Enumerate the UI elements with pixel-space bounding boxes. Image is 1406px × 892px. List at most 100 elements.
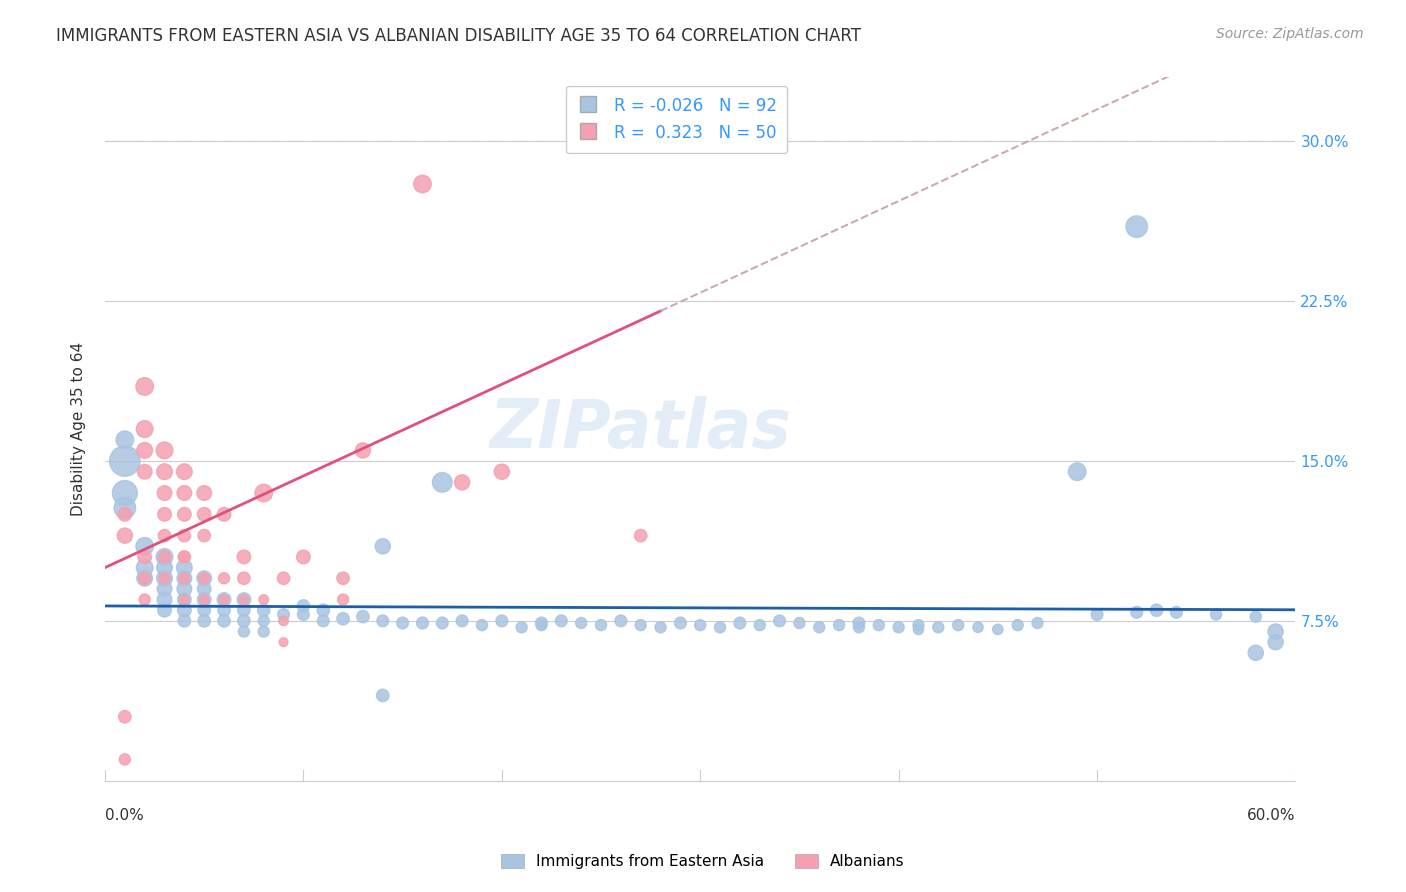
Point (432, 475, 454, 490)
Point (134, 592, 156, 607)
Point (669, 615, 692, 630)
Point (193, 571, 215, 585)
Point (292, 607, 315, 622)
Point (728, 615, 751, 630)
Point (153, 549, 176, 564)
Point (848, 615, 870, 630)
Point (610, 614, 633, 628)
Point (232, 614, 254, 628)
Point (134, 549, 156, 564)
Point (530, 618, 553, 632)
Point (1085, 607, 1108, 622)
Point (253, 624, 276, 639)
Point (967, 620, 990, 634)
Point (491, 465, 513, 479)
Point (134, 571, 156, 585)
Point (193, 571, 215, 585)
Legend: Immigrants from Eastern Asia, Albanians: Immigrants from Eastern Asia, Albanians (495, 848, 911, 875)
Point (134, 443, 156, 458)
Point (451, 614, 474, 628)
Point (1244, 609, 1267, 624)
Point (808, 620, 831, 634)
Point (828, 618, 851, 632)
Point (273, 614, 295, 628)
Point (352, 443, 374, 458)
Point (153, 443, 176, 458)
Point (232, 624, 254, 639)
Point (114, 752, 136, 766)
Point (411, 177, 433, 191)
Y-axis label: Disability Age 35 to 64: Disability Age 35 to 64 (72, 342, 86, 516)
Point (212, 592, 235, 607)
Point (193, 486, 215, 500)
Point (946, 618, 969, 632)
Point (491, 614, 513, 628)
Point (1205, 607, 1227, 622)
Point (1066, 465, 1088, 479)
Point (134, 379, 156, 393)
Point (212, 508, 235, 522)
Point (907, 623, 929, 637)
Point (193, 582, 215, 596)
Point (292, 599, 315, 613)
Point (273, 635, 295, 649)
Point (193, 508, 215, 522)
Point (212, 571, 235, 585)
Point (1007, 618, 1029, 632)
Point (411, 615, 433, 630)
Point (1166, 605, 1188, 619)
Point (173, 603, 195, 617)
Point (987, 623, 1010, 637)
Point (1264, 624, 1286, 639)
Point (312, 603, 335, 617)
Point (748, 618, 770, 632)
Point (153, 528, 176, 542)
Point (371, 689, 394, 703)
Point (134, 560, 156, 574)
Point (212, 614, 235, 628)
Point (510, 620, 533, 634)
Text: IMMIGRANTS FROM EASTERN ASIA VS ALBANIAN DISABILITY AGE 35 TO 64 CORRELATION CHA: IMMIGRANTS FROM EASTERN ASIA VS ALBANIAN… (56, 27, 862, 45)
Point (332, 571, 354, 585)
Point (173, 549, 195, 564)
Point (1264, 635, 1286, 649)
Point (193, 592, 215, 607)
Point (371, 539, 394, 553)
Point (589, 618, 612, 632)
Point (114, 500, 136, 515)
Point (232, 592, 254, 607)
Point (153, 560, 176, 574)
Point (689, 618, 711, 632)
Point (1026, 615, 1049, 630)
Point (173, 592, 195, 607)
Point (273, 571, 295, 585)
Point (868, 618, 890, 632)
Point (134, 571, 156, 585)
Point (134, 465, 156, 479)
Point (153, 486, 176, 500)
Point (273, 607, 295, 622)
Point (153, 571, 176, 585)
Point (173, 486, 195, 500)
Point (253, 614, 276, 628)
Point (391, 615, 413, 630)
Point (253, 486, 276, 500)
Point (153, 549, 176, 564)
Point (550, 614, 572, 628)
Point (114, 508, 136, 522)
Point (153, 465, 176, 479)
Point (173, 614, 195, 628)
Point (848, 620, 870, 634)
Point (630, 528, 652, 542)
Point (630, 618, 652, 632)
Point (153, 571, 176, 585)
Point (212, 592, 235, 607)
Point (232, 571, 254, 585)
Point (173, 592, 195, 607)
Point (709, 620, 731, 634)
Point (451, 475, 474, 490)
Point (650, 620, 672, 634)
Point (134, 422, 156, 436)
Point (173, 571, 195, 585)
Point (193, 614, 215, 628)
